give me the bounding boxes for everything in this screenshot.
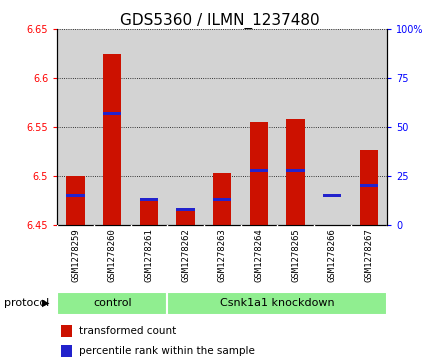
Text: transformed count: transformed count	[79, 326, 176, 337]
Bar	[286, 119, 305, 225]
Text: GDS5360 / ILMN_1237480: GDS5360 / ILMN_1237480	[120, 13, 320, 29]
Text: GSM1278264: GSM1278264	[254, 228, 264, 282]
Text: GSM1278261: GSM1278261	[144, 228, 154, 282]
Text: GSM1278267: GSM1278267	[364, 228, 374, 282]
Text: GSM1278262: GSM1278262	[181, 228, 190, 282]
Bar	[323, 225, 341, 245]
Bar	[61, 346, 72, 357]
Text: GSM1278259: GSM1278259	[71, 228, 80, 282]
FancyBboxPatch shape	[57, 292, 167, 314]
Bar	[323, 194, 341, 197]
Text: protocol: protocol	[4, 298, 50, 308]
Bar	[213, 198, 231, 201]
Text: GSM1278266: GSM1278266	[328, 228, 337, 282]
FancyBboxPatch shape	[167, 292, 387, 314]
Bar	[360, 184, 378, 187]
Bar	[213, 173, 231, 225]
Bar	[360, 150, 378, 225]
Bar	[176, 211, 195, 225]
Bar	[176, 208, 195, 211]
Bar	[103, 112, 121, 115]
Text: percentile rank within the sample: percentile rank within the sample	[79, 346, 254, 356]
Text: GSM1278265: GSM1278265	[291, 228, 300, 282]
Bar	[250, 122, 268, 225]
Text: control: control	[93, 298, 132, 308]
Bar	[103, 54, 121, 225]
Text: ▶: ▶	[42, 298, 49, 308]
Text: GSM1278263: GSM1278263	[218, 228, 227, 282]
Bar	[250, 169, 268, 172]
Text: Csnk1a1 knockdown: Csnk1a1 knockdown	[220, 298, 334, 308]
Bar	[66, 194, 85, 197]
Bar	[140, 198, 158, 201]
Bar	[286, 169, 305, 172]
Bar	[61, 325, 72, 338]
Bar	[66, 176, 85, 225]
Text: GSM1278260: GSM1278260	[108, 228, 117, 282]
Bar	[140, 201, 158, 225]
